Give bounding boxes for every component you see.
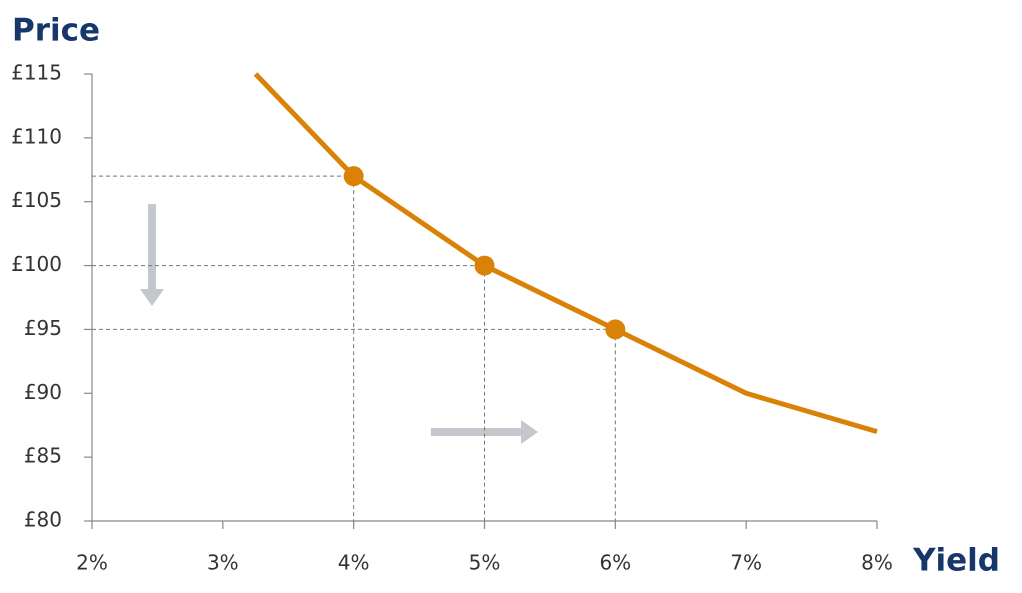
y-tick-label: £80	[24, 508, 62, 532]
point-marker	[605, 319, 626, 340]
x-tick-label: 4%	[338, 551, 370, 575]
x-tick-label: 6%	[599, 551, 631, 575]
x-axis-title: Yield	[912, 543, 1000, 579]
y-tick-label: £105	[11, 188, 62, 212]
x-tick-label: 5%	[469, 551, 501, 575]
y-tick-label: £110	[11, 124, 62, 148]
point-marker	[343, 166, 364, 187]
y-tick-label: £100	[11, 252, 62, 276]
y-tick-label: £85	[24, 444, 62, 468]
x-tick-label: 3%	[207, 551, 239, 575]
x-tick-label: 2%	[76, 551, 108, 575]
y-tick-label: £115	[11, 61, 62, 85]
x-tick-label: 8%	[861, 551, 893, 575]
y-axis-title: Price	[12, 13, 100, 49]
point-marker	[474, 255, 495, 276]
down-arrow	[140, 204, 164, 306]
x-tick-label: 7%	[730, 551, 762, 575]
price-line	[253, 72, 878, 434]
right-arrow	[431, 420, 538, 444]
y-tick-label: £95	[24, 316, 62, 340]
y-tick-label: £90	[24, 380, 62, 404]
